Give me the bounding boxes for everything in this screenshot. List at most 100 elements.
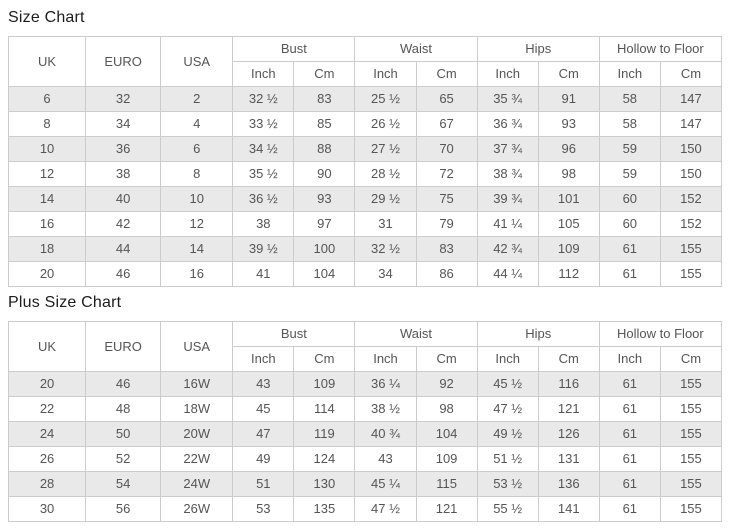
table-cell: 96 <box>537 136 600 162</box>
column-header-bust: Bust <box>232 321 356 347</box>
table-cell: 98 <box>537 161 600 187</box>
table-cell: 26 <box>7 446 87 472</box>
table-cell: 58 <box>598 111 661 137</box>
column-header-waist: Waist <box>354 36 478 62</box>
subheader-hollow-cm: Cm <box>659 346 723 372</box>
table-cell: 104 <box>415 421 478 447</box>
table-cell: 48 <box>85 396 162 422</box>
column-header-hips: Hips <box>476 321 600 347</box>
table-cell: 131 <box>537 446 600 472</box>
table-cell: 61 <box>598 371 661 397</box>
table-cell: 36 <box>85 136 162 162</box>
table-cell: 10 <box>7 136 87 162</box>
table-row: 14 40 10 36 ½ 93 29 ½ 75 39 ¾ 101 60 152 <box>7 186 723 212</box>
table-cell: 24 <box>7 421 87 447</box>
table-row: 6 32 2 32 ½ 83 25 ½ 65 35 ¾ 91 58 147 <box>7 86 723 112</box>
table-cell: 114 <box>293 396 356 422</box>
table-cell: 41 <box>232 261 295 287</box>
size-chart-title: Size Chart <box>8 9 85 26</box>
table-cell: 83 <box>415 236 478 262</box>
subheader-waist-cm: Cm <box>415 61 478 87</box>
table-row: 10 36 6 34 ½ 88 27 ½ 70 37 ¾ 96 59 150 <box>7 136 723 162</box>
table-cell: 47 ½ <box>354 496 417 522</box>
table-cell: 98 <box>415 396 478 422</box>
column-header-waist: Waist <box>354 321 478 347</box>
table-cell: 65 <box>415 86 478 112</box>
subheader-hips-cm: Cm <box>537 346 600 372</box>
table-cell: 61 <box>598 421 661 447</box>
table-cell: 29 ½ <box>354 186 417 212</box>
table-cell: 155 <box>659 371 723 397</box>
plus-size-chart-section: Plus Size Chart UK EURO USA Bust Waist H… <box>7 294 723 522</box>
table-cell: 58 <box>598 86 661 112</box>
table-cell: 27 ½ <box>354 136 417 162</box>
table-header: UK EURO USA Bust Waist Hips Hollow to Fl… <box>7 321 723 372</box>
table-cell: 6 <box>160 136 234 162</box>
subheader-waist-inch: Inch <box>354 346 417 372</box>
table-cell: 14 <box>7 186 87 212</box>
table-cell: 47 <box>232 421 295 447</box>
table-row: 16 42 12 38 97 31 79 41 ¼ 105 60 152 <box>7 211 723 237</box>
table-cell: 35 ¾ <box>476 86 539 112</box>
size-chart-section: Size Chart UK EURO USA Bust Waist Hips H… <box>7 9 723 287</box>
table-row: 30 56 26W 53 135 47 ½ 121 55 ½ 141 61 155 <box>7 496 723 522</box>
table-cell: 6 <box>7 86 87 112</box>
table-cell: 12 <box>160 211 234 237</box>
column-header-usa: USA <box>160 321 234 372</box>
table-cell: 70 <box>415 136 478 162</box>
plus-size-chart-table: UK EURO USA Bust Waist Hips Hollow to Fl… <box>7 321 723 522</box>
subheader-hollow-cm: Cm <box>659 61 723 87</box>
table-cell: 112 <box>537 261 600 287</box>
table-cell: 152 <box>659 211 723 237</box>
table-cell: 52 <box>85 446 162 472</box>
column-header-hips: Hips <box>476 36 600 62</box>
table-cell: 18W <box>160 396 234 422</box>
table-cell: 34 <box>85 111 162 137</box>
table-cell: 34 <box>354 261 417 287</box>
table-cell: 101 <box>537 186 600 212</box>
table-cell: 155 <box>659 496 723 522</box>
table-cell: 155 <box>659 446 723 472</box>
table-cell: 38 <box>85 161 162 187</box>
table-cell: 44 ¼ <box>476 261 539 287</box>
subheader-hollow-inch: Inch <box>598 61 661 87</box>
table-cell: 50 <box>85 421 162 447</box>
table-cell: 115 <box>415 471 478 497</box>
table-cell: 40 ¾ <box>354 421 417 447</box>
column-header-usa: USA <box>160 36 234 87</box>
column-header-uk: UK <box>7 36 87 87</box>
table-cell: 45 <box>232 396 295 422</box>
plus-size-chart-title: Plus Size Chart <box>8 294 122 311</box>
plus-size-chart-body: 20 46 16W 43 109 36 ¼ 92 45 ½ 116 61 155 22 48 18W 45 1… <box>7 371 723 522</box>
table-cell: 61 <box>598 396 661 422</box>
table-cell: 79 <box>415 211 478 237</box>
subheader-waist-cm: Cm <box>415 346 478 372</box>
table-cell: 12 <box>7 161 87 187</box>
table-row: 28 54 24W 51 130 45 ¼ 115 53 ½ 136 61 155 <box>7 471 723 497</box>
table-row: 12 38 8 35 ½ 90 28 ½ 72 38 ¾ 98 59 150 <box>7 161 723 187</box>
subheader-bust-cm: Cm <box>293 61 356 87</box>
table-cell: 116 <box>537 371 600 397</box>
table-cell: 59 <box>598 136 661 162</box>
table-cell: 135 <box>293 496 356 522</box>
table-row: 22 48 18W 45 114 38 ½ 98 47 ½ 121 61 155 <box>7 396 723 422</box>
table-cell: 35 ½ <box>232 161 295 187</box>
column-header-hollow-to-floor: Hollow to Floor <box>598 321 723 347</box>
column-header-euro: EURO <box>85 36 162 87</box>
table-cell: 109 <box>293 371 356 397</box>
subheader-bust-cm: Cm <box>293 346 356 372</box>
table-cell: 46 <box>85 261 162 287</box>
table-cell: 44 <box>85 236 162 262</box>
subheader-hips-cm: Cm <box>537 61 600 87</box>
table-cell: 38 <box>232 211 295 237</box>
table-cell: 36 ¾ <box>476 111 539 137</box>
table-cell: 38 ¾ <box>476 161 539 187</box>
table-cell: 37 ¾ <box>476 136 539 162</box>
table-cell: 121 <box>537 396 600 422</box>
table-cell: 155 <box>659 236 723 262</box>
table-cell: 56 <box>85 496 162 522</box>
table-cell: 42 ¾ <box>476 236 539 262</box>
table-cell: 83 <box>293 86 356 112</box>
table-cell: 8 <box>160 161 234 187</box>
table-cell: 51 ½ <box>476 446 539 472</box>
